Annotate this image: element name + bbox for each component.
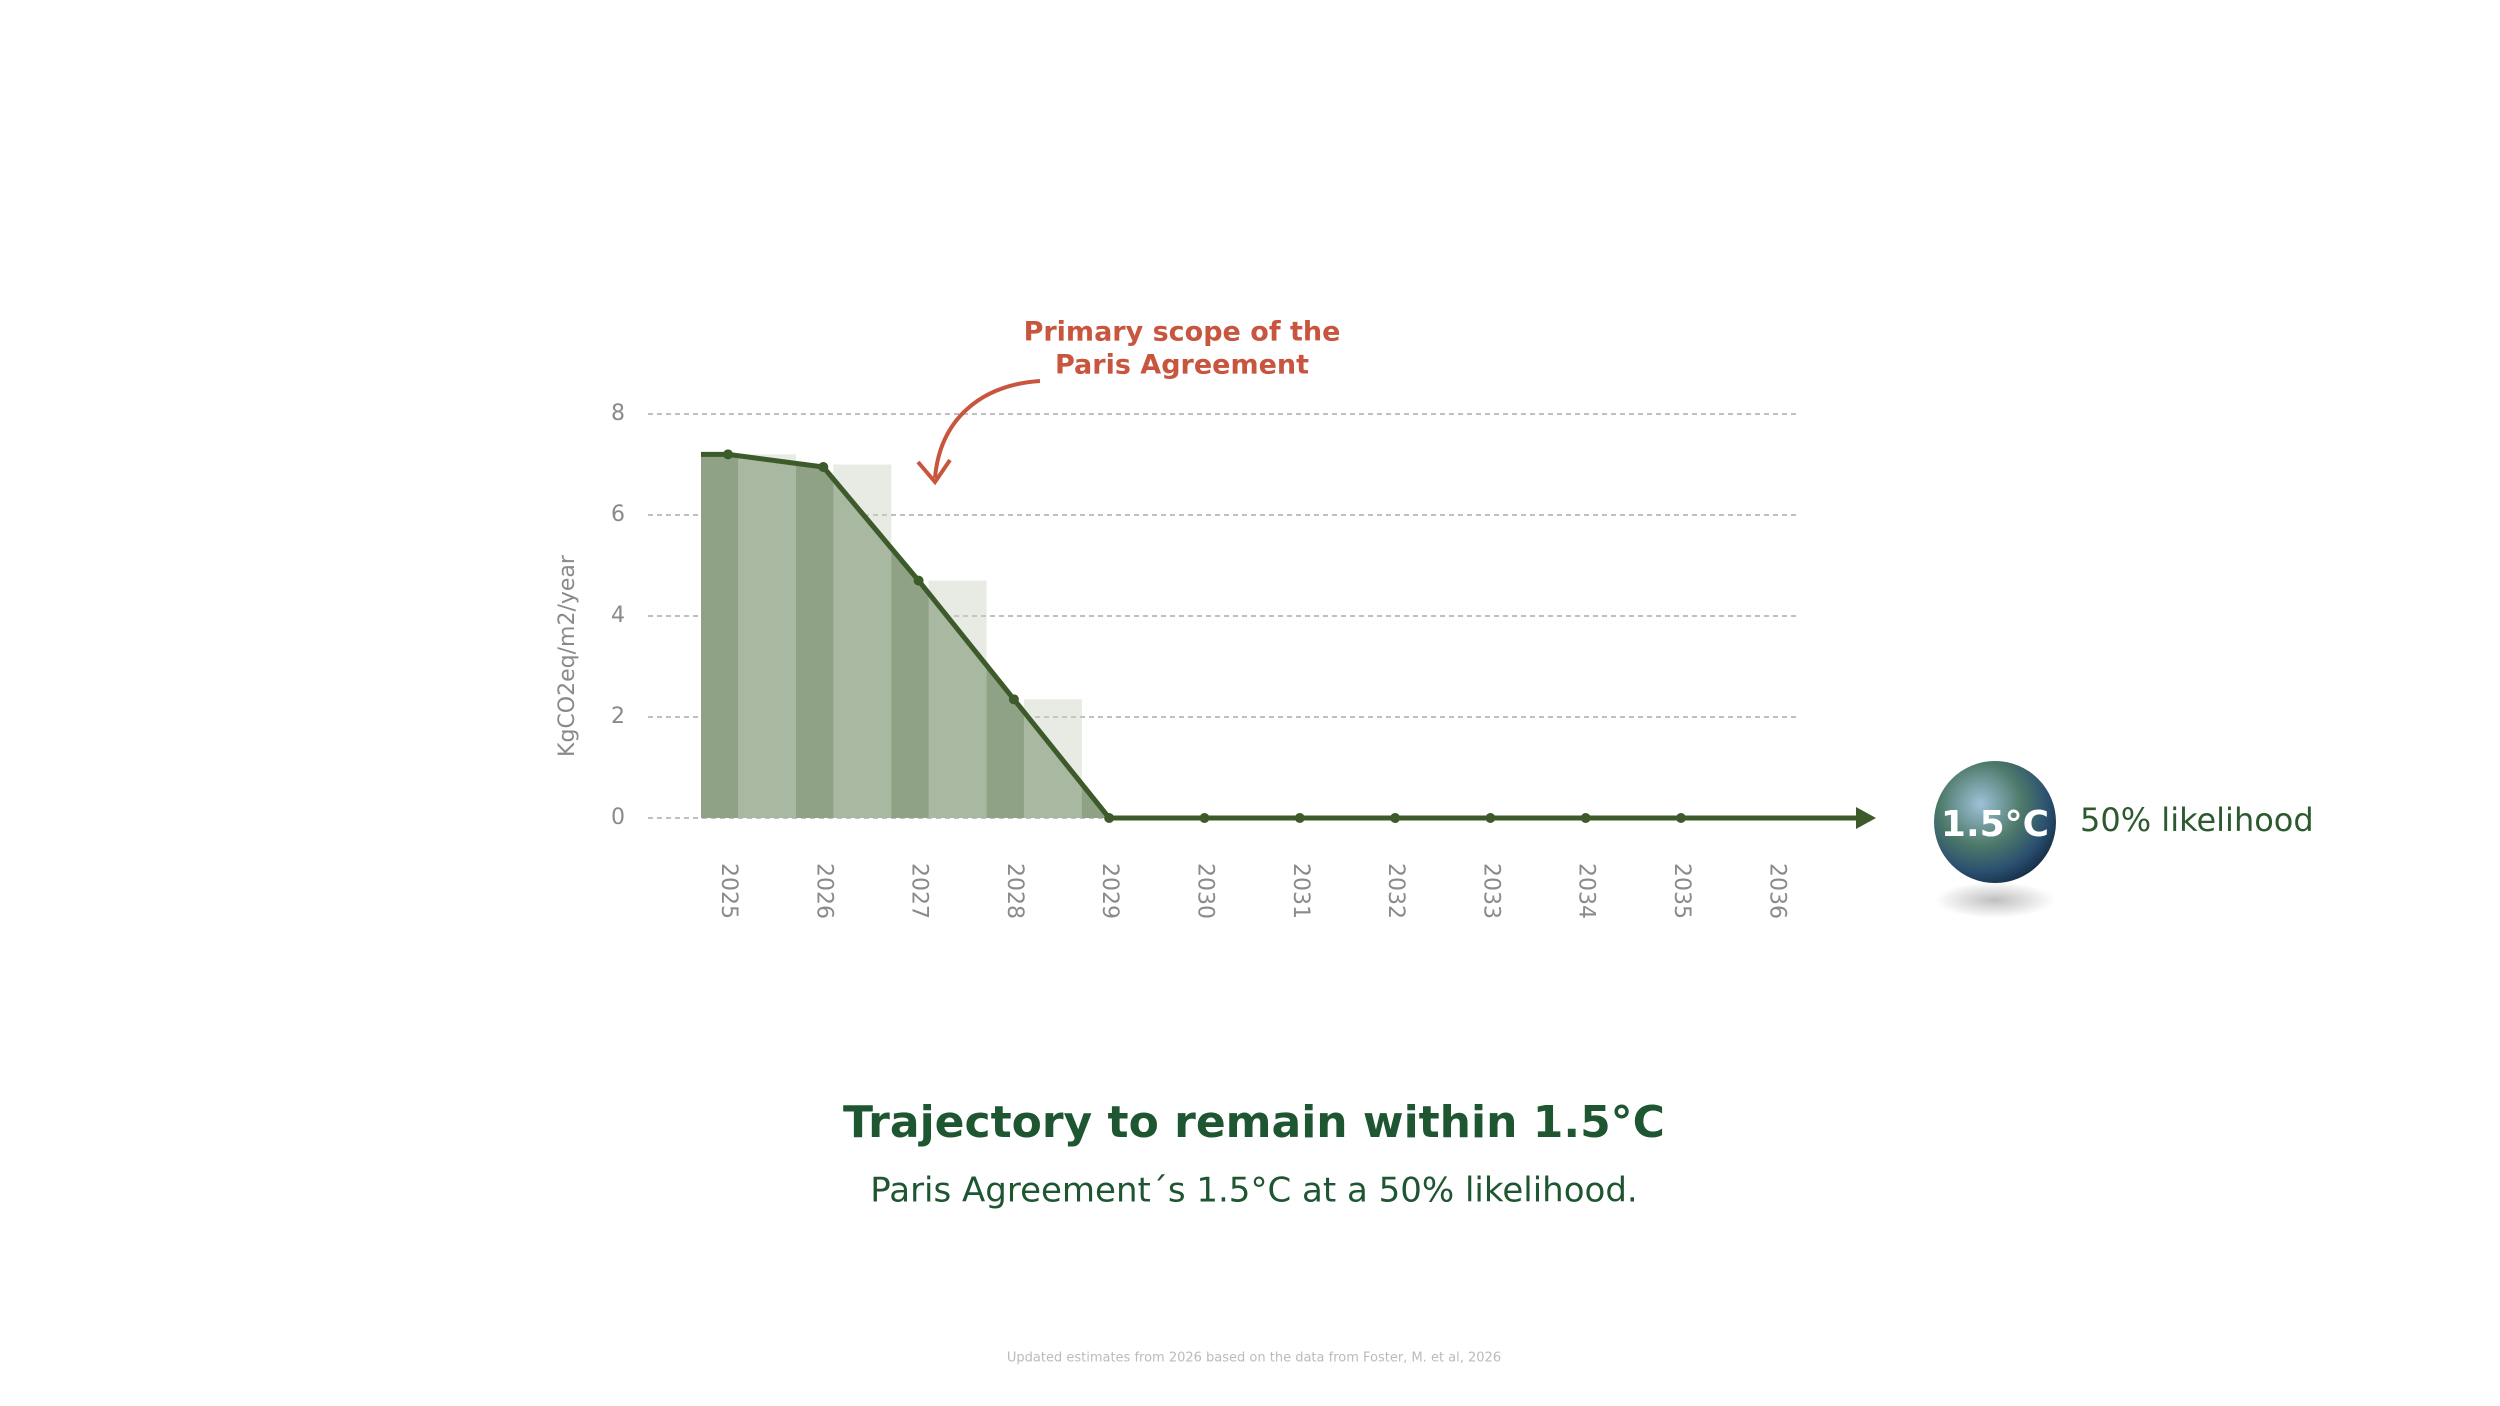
point	[1104, 813, 1115, 823]
y-tick-label: 8	[611, 401, 625, 426]
x-tick-label: 2028	[1002, 863, 1027, 919]
title: Trajectory to remain within 1.5°C	[843, 1097, 1665, 1148]
bar	[928, 580, 987, 818]
globe	[1934, 761, 2056, 883]
globe-shadow	[1935, 882, 2055, 918]
point	[1580, 813, 1591, 823]
annotation: Primary scope of the	[1024, 317, 1341, 348]
area-fill	[701, 454, 1110, 818]
globe-label: 1.5°C	[1941, 804, 2049, 845]
point	[723, 449, 733, 460]
x-tick-label: 2031	[1288, 863, 1313, 919]
x-tick-label: 2029	[1097, 863, 1122, 919]
x-tick-label: 2035	[1669, 863, 1694, 919]
subtitle: Paris Agreement´s 1.5°C at a 50% likelih…	[870, 1171, 1637, 1211]
globe-caption: 50% likelihood	[2080, 801, 2314, 839]
x-tick-label: 2036	[1764, 863, 1789, 919]
y-tick-label: 4	[611, 603, 625, 628]
x-tick-label: 2026	[811, 863, 836, 919]
x-tick-label: 2027	[907, 863, 932, 919]
x-tick-label: 2033	[1478, 863, 1503, 919]
bar	[1023, 699, 1082, 818]
x-tick-label: 2030	[1193, 863, 1218, 919]
annotation: Paris Agreement	[1055, 350, 1309, 381]
annotation-arrowhead	[916, 458, 952, 486]
x-tick-label: 2025	[716, 863, 741, 919]
point	[1485, 813, 1496, 823]
arrowhead	[1856, 807, 1876, 829]
x-tick-label: 2032	[1383, 863, 1408, 919]
bar	[833, 464, 892, 818]
bar	[738, 454, 796, 818]
footnote: Updated estimates from 2026 based on the…	[1007, 1351, 1501, 1366]
point	[1294, 813, 1305, 823]
annotation-arrow	[933, 379, 1041, 479]
y-tick-label: 6	[611, 502, 625, 527]
y-tick-label: 0	[611, 805, 625, 830]
y-axis-label: KgCO2eq/m2/year	[555, 554, 580, 757]
point	[1390, 813, 1401, 823]
x-tick-label: 2034	[1574, 863, 1599, 919]
point	[1008, 694, 1019, 705]
point	[818, 462, 829, 473]
point	[1676, 813, 1686, 823]
y-tick-label: 2	[611, 704, 625, 729]
point	[913, 575, 924, 586]
point	[1199, 813, 1210, 823]
